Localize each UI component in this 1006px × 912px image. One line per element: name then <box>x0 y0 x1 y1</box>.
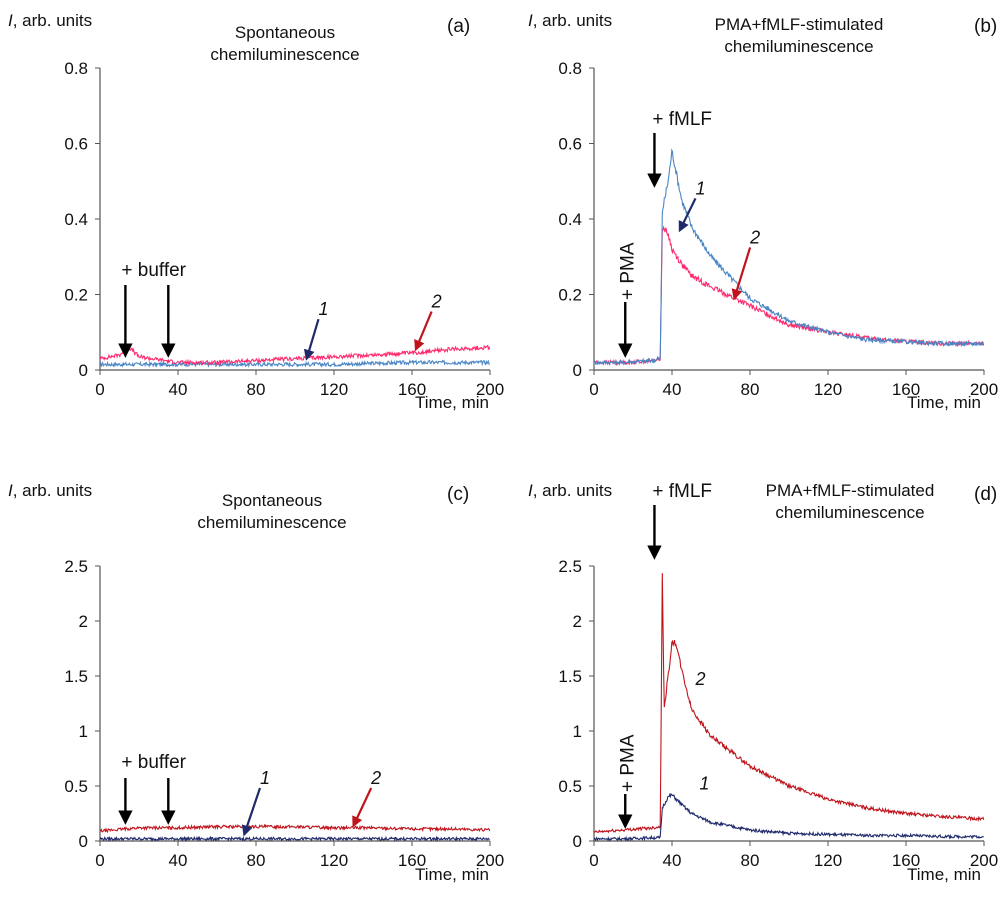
y-tick-label: 0.4 <box>64 210 88 229</box>
y-tick-label: 0.5 <box>64 777 88 796</box>
chart-title-line: PMA+fMLF-stimulated <box>766 481 935 500</box>
curve-label-2: 2 <box>695 669 706 689</box>
y-tick-label: 2.5 <box>64 557 88 576</box>
x-tick-label: 80 <box>247 380 266 399</box>
x-tick-label: 160 <box>398 380 426 399</box>
x-tick-label: 40 <box>169 380 188 399</box>
curve-pointer-2 <box>352 787 373 828</box>
y-axis-label: I, arb. units <box>528 11 612 30</box>
y-tick-label: 1 <box>79 722 88 741</box>
x-tick-label: 40 <box>169 851 188 870</box>
x-axis-label: Time, min <box>907 865 981 884</box>
y-tick-label: 0.8 <box>558 59 582 78</box>
x-tick-label: 160 <box>398 851 426 870</box>
series-line-1 <box>593 792 984 842</box>
curve-pointer-1 <box>678 197 697 233</box>
annotation-pma: + PMA <box>617 734 638 792</box>
x-tick-label: 80 <box>741 851 760 870</box>
chart-panel-b: PMA+fMLF-stimulated chemiluminescence (b) I… <box>528 11 998 412</box>
x-tick-label: 0 <box>589 851 598 870</box>
panel-label: (d) <box>974 484 997 505</box>
y-tick-label: 0.2 <box>64 286 88 305</box>
chart-title-line: chemiluminescence <box>724 37 873 56</box>
y-tick-label: 0 <box>79 832 88 851</box>
y-tick-label: 0.8 <box>64 59 88 78</box>
curve-pointer-1 <box>303 318 320 361</box>
y-tick-label: 0.5 <box>558 777 582 796</box>
curve-label-2: 2 <box>431 292 442 312</box>
x-tick-label: 0 <box>589 380 598 399</box>
chart-title-line: chemiluminescence <box>775 503 924 522</box>
y-tick-label: 1.5 <box>558 667 582 686</box>
y-tick-label: 2.5 <box>558 557 582 576</box>
series-line-1 <box>99 835 490 843</box>
x-tick-label: 200 <box>476 851 504 870</box>
curve-label-2: 2 <box>749 227 760 247</box>
x-tick-label: 120 <box>814 380 842 399</box>
series-line-2 <box>99 823 491 834</box>
chart-title-line: Spontaneous <box>222 491 322 510</box>
y-tick-label: 0 <box>573 832 582 851</box>
x-tick-label: 80 <box>741 380 760 399</box>
y-axis-label: I, arb. units <box>8 481 92 500</box>
chart-panel-c: Spontaneous chemiluminescence (c) I, arb. u… <box>8 481 504 884</box>
y-axis-label: I, arb. units <box>8 11 92 30</box>
chart-title-line: chemiluminescence <box>210 45 359 64</box>
x-tick-label: 200 <box>476 380 504 399</box>
x-tick-label: 160 <box>892 380 920 399</box>
x-tick-label: 0 <box>95 851 104 870</box>
chart-panel-d: PMA+fMLF-stimulated chemiluminescence (d) I… <box>528 481 998 884</box>
panel-label: (a) <box>447 16 470 37</box>
x-tick-label: 120 <box>320 380 348 399</box>
y-tick-label: 0.2 <box>558 286 582 305</box>
x-tick-label: 0 <box>95 380 104 399</box>
y-tick-label: 2 <box>573 612 582 631</box>
chart-title-line: chemiluminescence <box>197 513 346 532</box>
x-tick-label: 80 <box>247 851 266 870</box>
y-tick-label: 0 <box>79 361 88 380</box>
curve-label-1: 1 <box>319 299 329 319</box>
annotation-fmlf: + fMLF <box>652 481 712 502</box>
x-tick-label: 40 <box>663 851 682 870</box>
y-tick-label: 1.5 <box>64 667 88 686</box>
series-line-2 <box>99 344 491 366</box>
x-tick-label: 40 <box>663 380 682 399</box>
y-tick-label: 0.6 <box>64 135 88 154</box>
annotation-buffer: + buffer <box>121 260 186 281</box>
x-tick-label: 120 <box>320 851 348 870</box>
panel-label: (c) <box>447 484 469 505</box>
series-line-1 <box>99 359 491 369</box>
curve-pointer-2 <box>731 247 752 301</box>
y-tick-label: 0.4 <box>558 210 582 229</box>
x-tick-label: 200 <box>970 851 998 870</box>
chart-title-line: Spontaneous <box>235 23 335 42</box>
y-tick-label: 1 <box>573 722 582 741</box>
curve-pointer-2 <box>414 311 433 352</box>
panel-label: (b) <box>974 16 997 37</box>
curve-label-2: 2 <box>370 768 381 788</box>
curve-pointer-1 <box>241 787 262 837</box>
x-axis-label: Time, min <box>415 865 489 884</box>
x-axis-label: Time, min <box>907 393 981 412</box>
chart-panel-a: Spontaneous chemiluminescence (a) I, arb. u… <box>8 11 504 412</box>
x-axis-label: Time, min <box>415 393 489 412</box>
y-axis-label: I, arb. units <box>528 481 612 500</box>
annotation-buffer: + buffer <box>121 752 186 773</box>
y-tick-label: 0.6 <box>558 135 582 154</box>
series-line-2 <box>593 573 985 834</box>
curve-label-1: 1 <box>696 178 706 198</box>
annotation-fmlf: + fMLF <box>652 109 712 130</box>
y-tick-label: 0 <box>573 361 582 380</box>
series-line-1 <box>593 148 984 367</box>
x-tick-label: 200 <box>970 380 998 399</box>
curve-label-1: 1 <box>699 774 709 794</box>
y-tick-label: 2 <box>79 612 88 631</box>
annotation-pma: + PMA <box>617 242 638 300</box>
x-tick-label: 120 <box>814 851 842 870</box>
curve-label-1: 1 <box>260 768 270 788</box>
chart-title-line: PMA+fMLF-stimulated <box>715 15 884 34</box>
x-tick-label: 160 <box>892 851 920 870</box>
